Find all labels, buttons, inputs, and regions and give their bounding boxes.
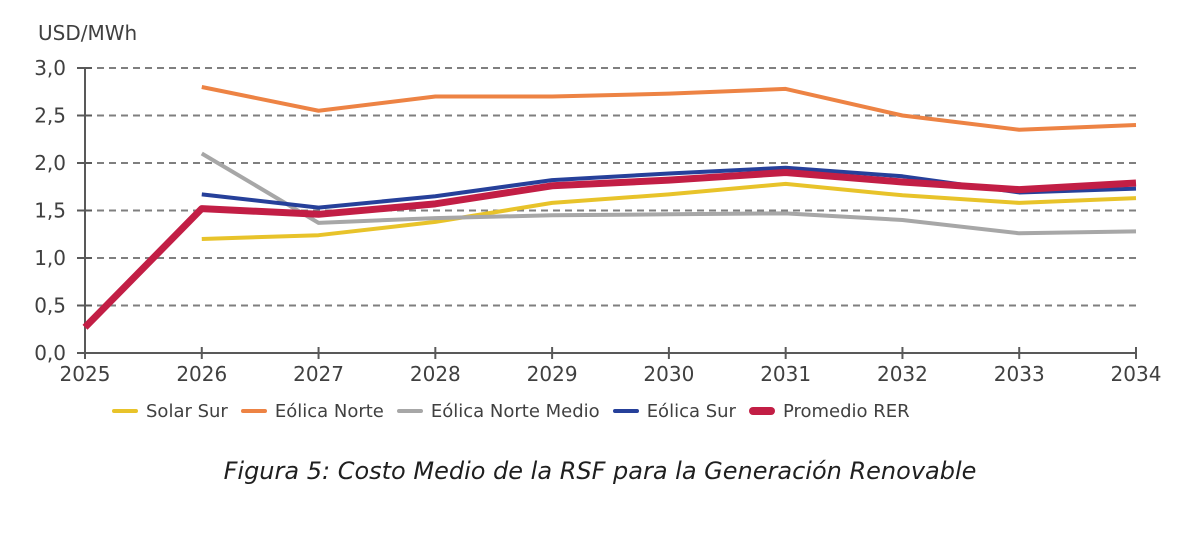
x-tick-label: 2029: [527, 362, 578, 386]
legend-label: Eólica Sur: [646, 400, 736, 422]
y-tick-label: 1,5: [34, 199, 66, 223]
series-line-eolica-norte-medio: [200, 151, 1137, 236]
figure-caption: Figura 5: Costo Medio de la RSF para la …: [223, 457, 977, 485]
x-tick-label: 2028: [410, 362, 461, 386]
x-tick-label: 2031: [760, 362, 811, 386]
y-tick-label: 2,0: [34, 151, 66, 175]
legend-marker-promedio-rer: [748, 407, 775, 415]
x-tick-label: 2030: [643, 362, 694, 386]
legend-marker-eolica-norte-medio: [396, 409, 423, 413]
legend-item-promedio-rer: Promedio RER: [748, 400, 910, 422]
y-tick-label: 2,5: [34, 104, 66, 128]
y-tick-label: 3,0: [34, 56, 66, 80]
x-tick-label: 2034: [1111, 362, 1162, 386]
legend-marker-eolica-sur: [612, 409, 639, 413]
series-line-promedio-rer: [82, 169, 1137, 330]
x-tick-label: 2026: [176, 362, 227, 386]
legend-label: Eólica Norte: [274, 400, 384, 422]
legend-item-eolica-norte: Eólica Norte: [240, 400, 384, 422]
x-tick-label: 2025: [60, 362, 111, 386]
series-lines: [82, 85, 1137, 330]
line-chart: USD/MWh 0,0 0,5 1,0 1,5 2,0 2,5 3,0 2025 2026 202…: [34, 21, 1161, 386]
legend-item-eolica-sur: Eólica Sur: [612, 400, 736, 422]
legend-marker-solar-sur: [112, 409, 138, 413]
legend-label: Solar Sur: [146, 400, 228, 422]
series-line-solar-sur: [201, 181, 1137, 241]
y-axis-unit-label: USD/MWh: [38, 21, 137, 45]
legend-item-solar-sur: Solar Sur: [112, 401, 228, 422]
x-tick-label: 2033: [994, 362, 1045, 386]
y-tick-label: 0,5: [34, 294, 66, 318]
legend-item-eolica-norte-medio: Eólica Norte Medio: [396, 400, 600, 422]
series-line-eolica-norte: [201, 85, 1137, 132]
chart-legend: Solar Sur Eólica Norte Eólica Norte Medio E…: [112, 398, 1200, 424]
axes: [77, 67, 1137, 359]
y-tick-label: 0,0: [34, 341, 66, 365]
axis-labels: 0,0 0,5 1,0 1,5 2,0 2,5 3,0 2025 2026 2027 2028 202…: [34, 56, 1161, 386]
legend-label: Eólica Norte Medio: [430, 400, 600, 422]
legend-label: Promedio RER: [782, 400, 910, 422]
y-tick-label: 1,0: [34, 246, 66, 270]
legend-marker-eolica-norte: [240, 409, 267, 413]
x-tick-label: 2027: [293, 362, 344, 386]
x-tick-label: 2032: [877, 362, 928, 386]
